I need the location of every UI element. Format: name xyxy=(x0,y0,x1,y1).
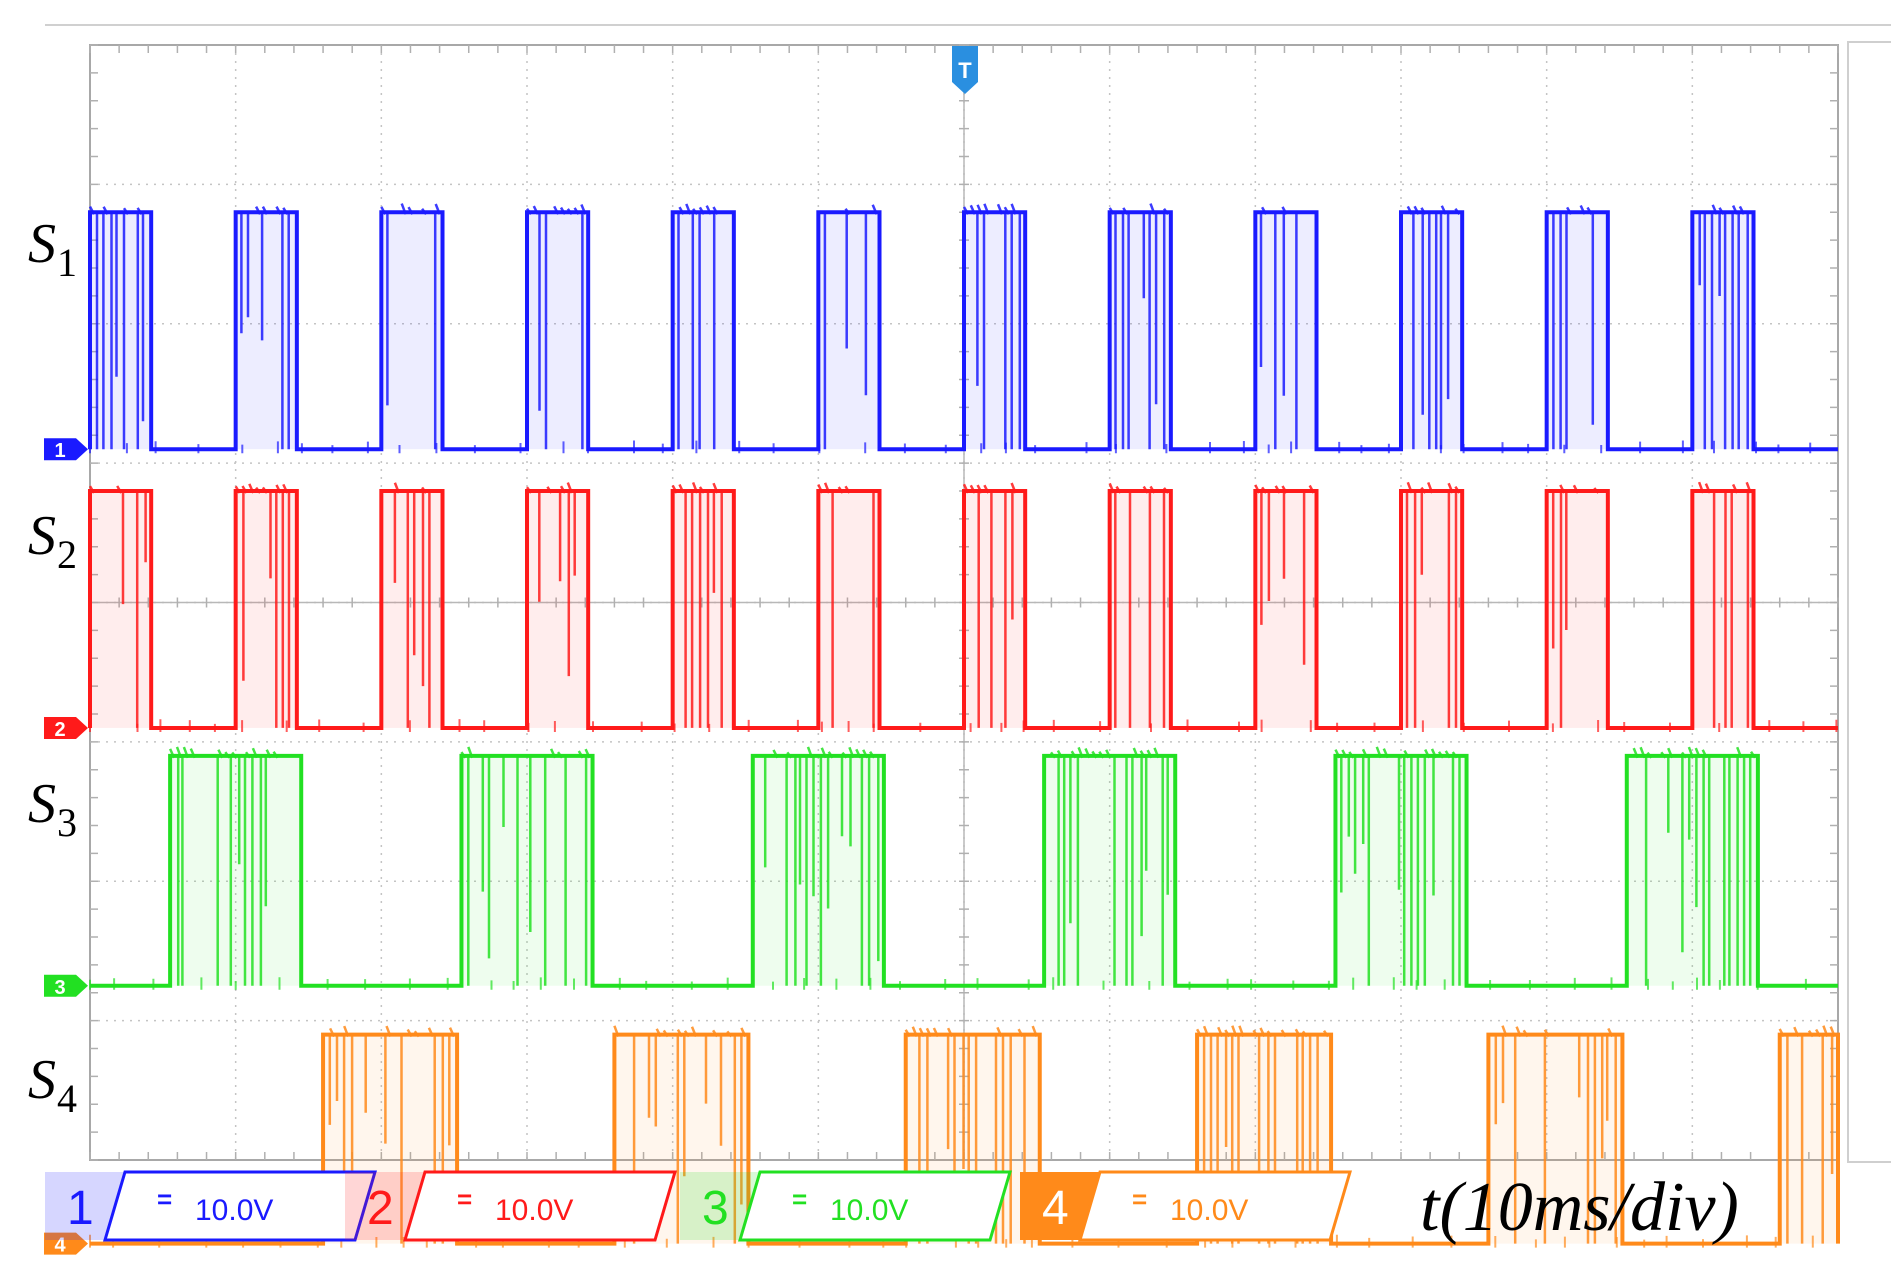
pulse-envelope xyxy=(88,210,1838,452)
pulse-burst-fill xyxy=(1692,212,1754,450)
pulse-burst-fill xyxy=(1488,1034,1623,1244)
pulse-burst-fill xyxy=(1546,491,1608,728)
pulse-burst-fill xyxy=(1109,212,1171,450)
channel-marker-arrow xyxy=(44,438,88,461)
series-label-s3: S3 xyxy=(28,773,77,845)
channel-marker-2: 2 xyxy=(44,716,88,741)
pulse-burst-fill xyxy=(381,212,443,450)
channel-number: 3 xyxy=(702,1182,729,1235)
pulse-burst-fill xyxy=(170,755,302,986)
channel-scale-value: 10.0V xyxy=(195,1194,273,1227)
channel-scale-value: 10.0V xyxy=(1170,1194,1248,1227)
channel-scale-value: 10.0V xyxy=(830,1194,908,1227)
pulse-burst-fill xyxy=(1109,491,1171,728)
channel-scale-2: 2 = 10.0V xyxy=(345,1170,678,1242)
channel-number-tab xyxy=(345,1172,425,1240)
channel-scale-4: 4 = 10.0V xyxy=(1020,1170,1353,1242)
channel-scale-box xyxy=(402,1170,678,1242)
pulse-burst-fill xyxy=(1626,755,1758,986)
channel-scale-value: 10.0V xyxy=(495,1194,573,1227)
channel-marker-arrow xyxy=(44,716,88,739)
baseline-noise xyxy=(89,440,1812,454)
baseline-noise xyxy=(89,719,1838,732)
channel-number-tab xyxy=(1020,1172,1100,1240)
coupling-icon: = xyxy=(457,1184,472,1214)
channel-marker-number: 2 xyxy=(54,719,65,741)
channel-marker-4: 4 xyxy=(44,1232,88,1257)
pulse-burst-fill xyxy=(752,755,884,986)
channel-marker-number: 4 xyxy=(54,1235,66,1257)
trigger-marker: T xyxy=(952,46,978,94)
trace-s1 xyxy=(88,203,1838,454)
pulse-burst-fill xyxy=(964,491,1026,728)
pulse-burst-fill xyxy=(527,212,589,450)
pulse-burst-fill xyxy=(1546,212,1608,450)
channel-scale-box xyxy=(102,1170,378,1242)
pulse-burst-fill xyxy=(818,491,880,728)
channel-marker-arrow xyxy=(44,974,88,997)
series-label-s2: S2 xyxy=(28,505,77,577)
pulse-burst-fill xyxy=(1044,755,1176,986)
coupling-icon: = xyxy=(157,1184,172,1214)
trace-s3 xyxy=(89,746,1838,990)
channel-markers: 1 2 3 4 xyxy=(44,438,88,1257)
channel-scale-1: 1 = 10.0V xyxy=(45,1170,378,1242)
pulse-burst-fill xyxy=(672,491,734,728)
channel-marker-number: 3 xyxy=(54,977,65,999)
pulse-burst-fill xyxy=(672,212,734,450)
channel-scale-box xyxy=(1077,1170,1353,1242)
pulse-burst-fill xyxy=(90,212,152,450)
series-label-s1: S1 xyxy=(28,213,77,285)
right-panel xyxy=(1847,41,1891,1163)
channel-scale-bar: 1 = 10.0V 2 = 10.0V 3 = 10.0V 4 = 10.0V xyxy=(45,1170,1353,1242)
channel-marker-arrow xyxy=(44,1232,88,1255)
baseline-noise xyxy=(89,977,1807,990)
pulse-burst-fill xyxy=(90,491,152,728)
baseline-noise xyxy=(89,1234,1814,1248)
pulse-burst-fill xyxy=(1401,491,1463,728)
coupling-icon: = xyxy=(1132,1184,1147,1214)
pulse-burst-fill xyxy=(1335,755,1467,986)
pulse-burst-fill xyxy=(235,491,297,728)
channel-marker-3: 3 xyxy=(44,974,88,999)
channel-number-tab xyxy=(680,1172,760,1240)
series-label-s4: S4 xyxy=(28,1049,77,1121)
pulse-burst-fill xyxy=(818,212,880,450)
pulse-envelope xyxy=(88,489,1838,730)
trigger-marker-label: T xyxy=(958,58,972,83)
pulse-burst-fill xyxy=(527,491,589,728)
channel-scale-box xyxy=(737,1170,1013,1242)
pulse-burst-fill xyxy=(1255,212,1317,450)
channel-number: 1 xyxy=(67,1182,94,1235)
channel-number: 2 xyxy=(367,1182,394,1235)
pulse-burst-fill xyxy=(235,212,297,450)
pulse-burst-fill xyxy=(461,755,593,986)
trace-s2 xyxy=(88,481,1838,732)
channel-marker-number: 1 xyxy=(54,440,65,462)
pulse-burst-fill xyxy=(1401,212,1463,450)
pulse-burst-fill xyxy=(964,212,1026,450)
channel-number-tab xyxy=(45,1172,125,1240)
pulse-envelope xyxy=(90,1032,1840,1246)
pulse-burst-fill xyxy=(1779,1034,1838,1244)
coupling-icon: = xyxy=(792,1184,807,1214)
waveform-traces xyxy=(88,203,1840,1248)
timebase-label: t(10ms/div) xyxy=(1420,1169,1739,1246)
channel-number: 4 xyxy=(1042,1182,1069,1235)
pulse-burst-fill xyxy=(1692,491,1754,728)
pulse-burst-fill xyxy=(381,491,443,728)
pulse-burst-fill xyxy=(1255,491,1317,728)
channel-marker-1: 1 xyxy=(44,438,88,462)
channel-scale-3: 3 = 10.0V xyxy=(680,1170,1013,1242)
